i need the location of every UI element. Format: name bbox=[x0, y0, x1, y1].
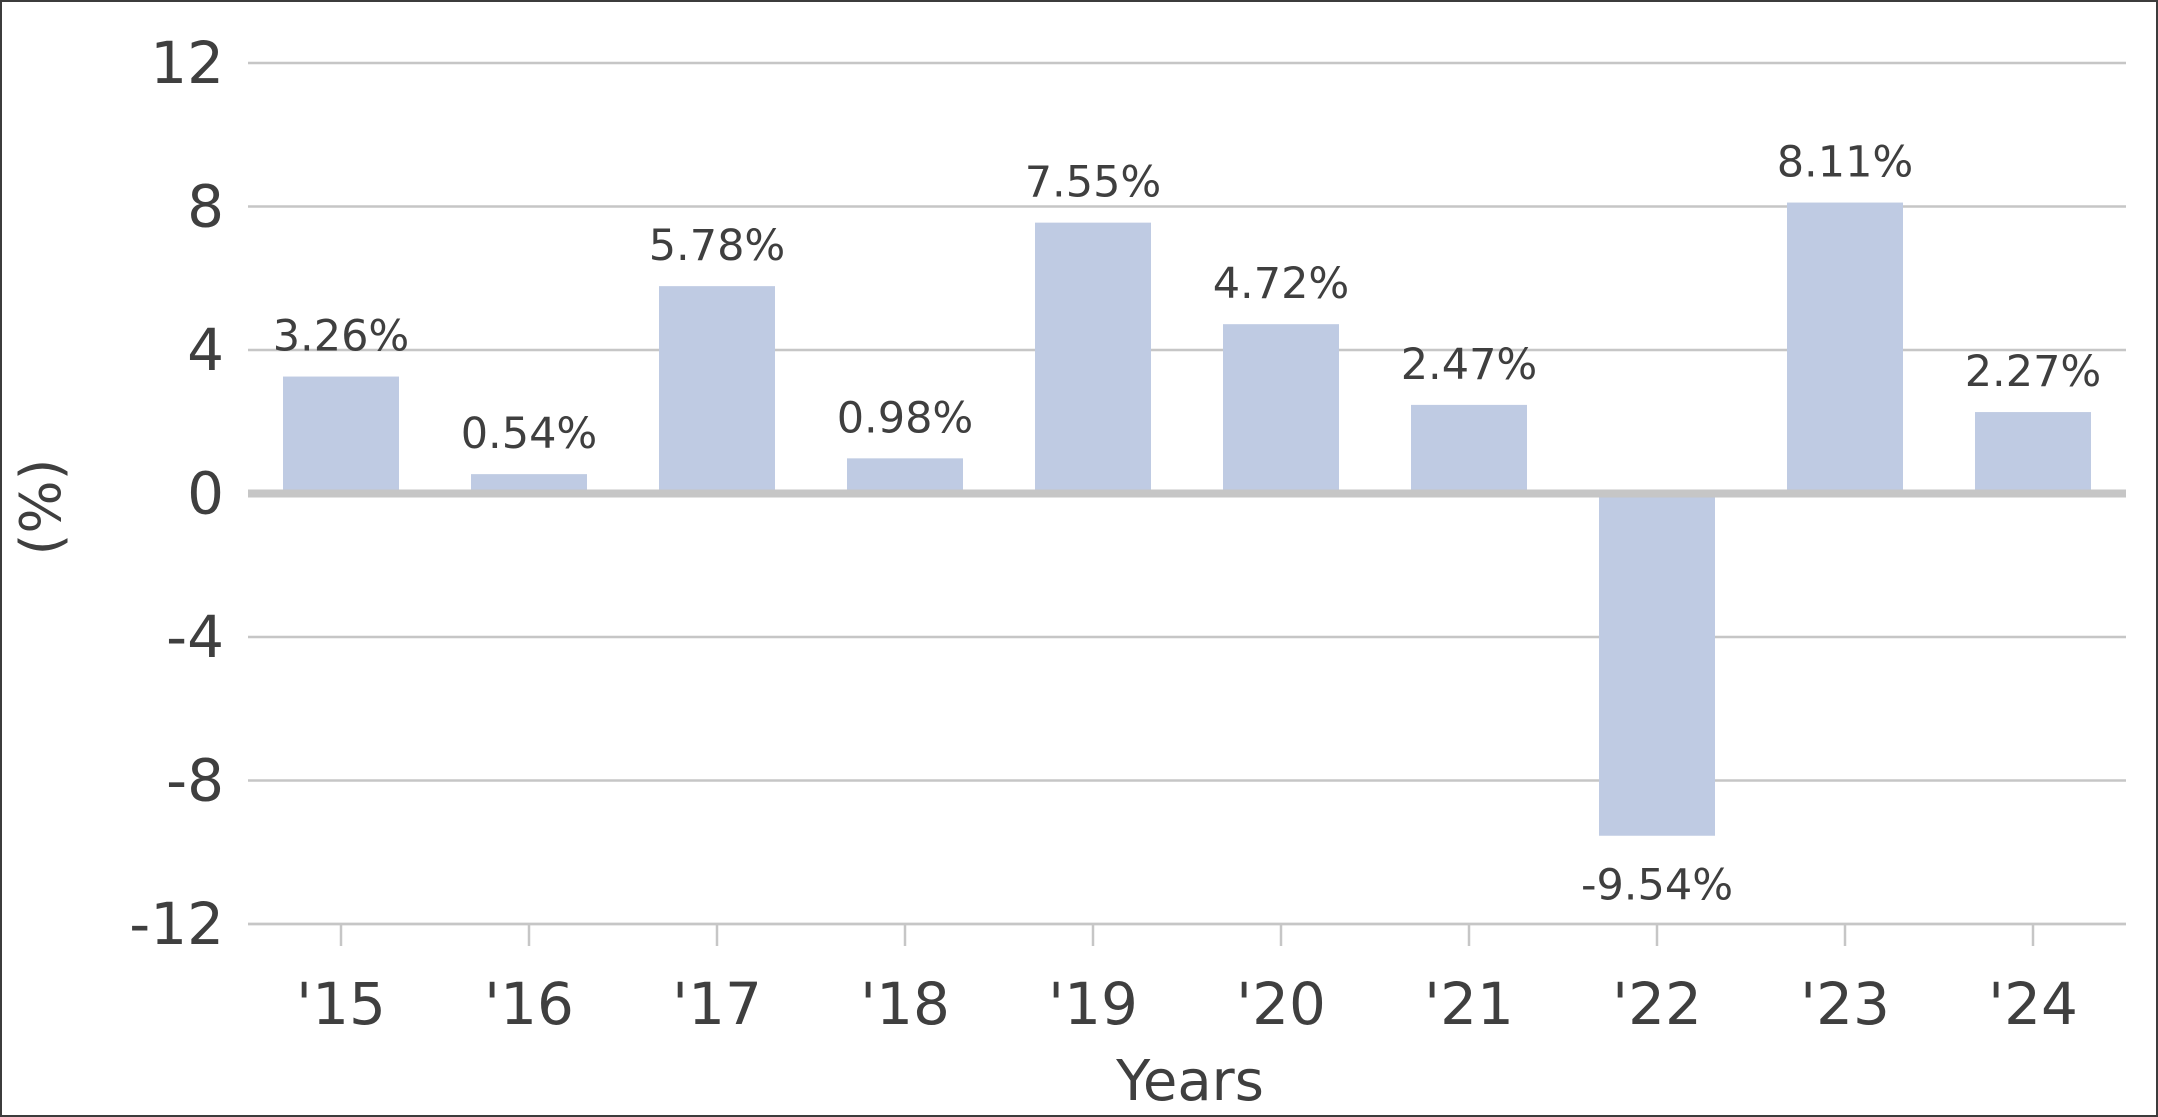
y-tick-label: 0 bbox=[187, 460, 224, 528]
data-labels: 3.26% 0.54% 5.78% 0.98% 7.55% 4.72% 2.47% -9.54… bbox=[273, 138, 2102, 911]
x-tick-label: '15 bbox=[296, 970, 386, 1038]
x-tick-label: '18 bbox=[860, 970, 950, 1038]
y-tick-label: -12 bbox=[129, 890, 224, 958]
gridlines bbox=[248, 61, 2126, 926]
x-tick-label: '16 bbox=[484, 970, 574, 1038]
data-label: 0.98% bbox=[837, 393, 974, 443]
data-label: 7.55% bbox=[1025, 158, 1162, 208]
data-label: 3.26% bbox=[273, 312, 410, 362]
data-label: 0.54% bbox=[461, 409, 598, 459]
bar bbox=[1411, 404, 1527, 494]
bar bbox=[471, 474, 587, 494]
data-label: 4.72% bbox=[1213, 259, 1350, 309]
x-tick-label: '21 bbox=[1424, 970, 1514, 1038]
bar bbox=[1975, 412, 2091, 494]
bars bbox=[283, 202, 2091, 836]
data-label: -9.54% bbox=[1581, 861, 1733, 911]
x-tick-label: '20 bbox=[1236, 970, 1326, 1038]
x-tick-label: '24 bbox=[1988, 970, 2078, 1038]
y-tick-label: -4 bbox=[166, 603, 224, 671]
data-label: 2.47% bbox=[1401, 340, 1538, 390]
x-tick-label: '19 bbox=[1048, 970, 1138, 1038]
bar bbox=[1035, 222, 1151, 494]
x-axis-ticks: '15 '16 '17 '18 '19 '20 '21 '22 '23 '24 bbox=[296, 924, 2078, 1038]
y-tick-label: 4 bbox=[187, 316, 224, 384]
bar bbox=[1787, 202, 1903, 494]
y-tick-label: 12 bbox=[150, 29, 224, 97]
bar bbox=[1599, 493, 1715, 836]
bar bbox=[659, 286, 775, 494]
y-tick-label: 8 bbox=[187, 173, 224, 241]
x-tick-label: '22 bbox=[1612, 970, 1702, 1038]
y-axis-title: (%) bbox=[9, 459, 74, 556]
bar bbox=[847, 458, 963, 494]
data-label: 8.11% bbox=[1777, 138, 1914, 188]
bar bbox=[1223, 324, 1339, 494]
x-tick-label: '23 bbox=[1800, 970, 1890, 1038]
data-label: 2.27% bbox=[1965, 347, 2102, 397]
data-label: 5.78% bbox=[649, 221, 786, 271]
bar bbox=[283, 376, 399, 494]
x-axis-title: Years bbox=[1115, 1049, 1264, 1114]
x-tick-label: '17 bbox=[672, 970, 762, 1038]
y-tick-label: -8 bbox=[166, 747, 224, 815]
y-axis-ticks: 12 8 4 0 -4 -8 -12 bbox=[129, 29, 224, 958]
